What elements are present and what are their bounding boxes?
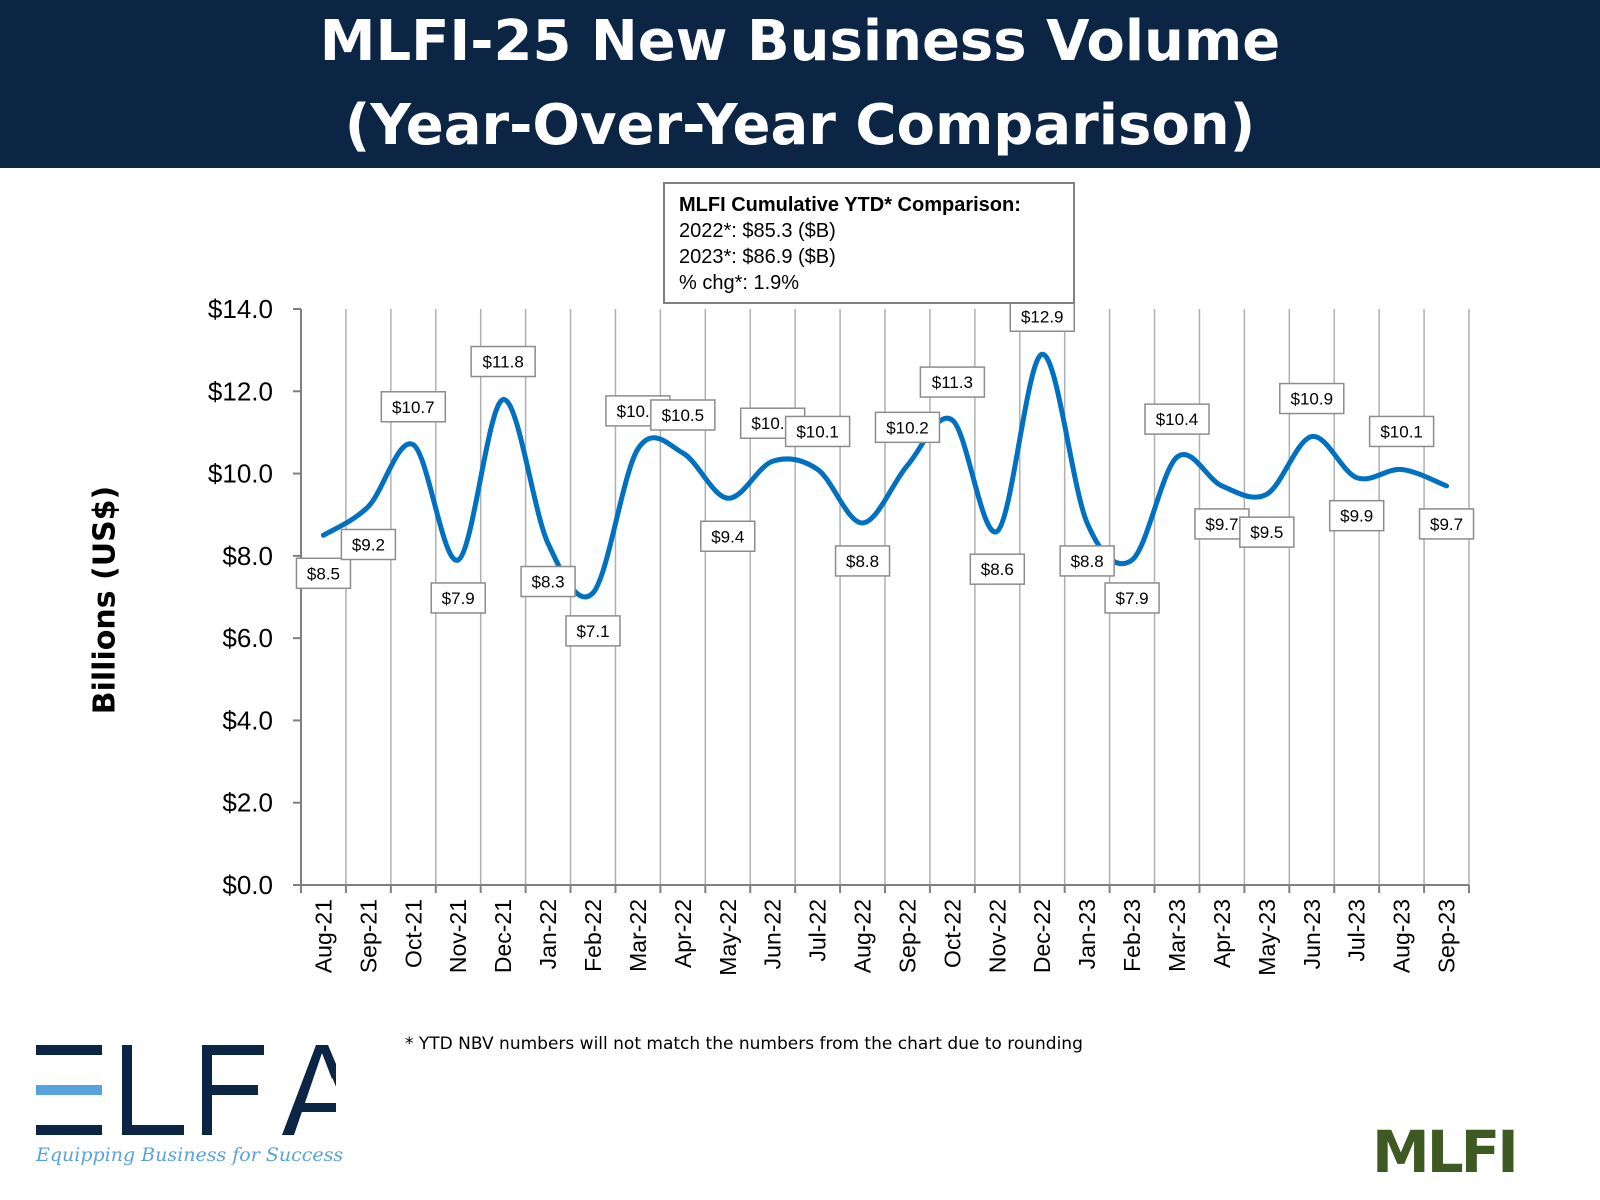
data-label: $8.6 [981,560,1014,579]
title-bar: MLFI-25 New Business Volume (Year-Over-Y… [0,0,1600,168]
elfa-logo [36,1045,366,1150]
x-tick-label: Jun-22 [760,899,786,969]
data-label-box [834,545,891,577]
data-label: $8.8 [846,552,879,571]
data-label-box [919,366,986,398]
title-line-2: (Year-Over-Year Comparison) [344,93,1256,158]
data-label-box [784,415,851,448]
y-tick-label: $14.0 [208,294,273,324]
x-tick-label: Jan-23 [1074,899,1100,969]
data-label-box [565,615,621,647]
data-label-box [1104,582,1160,614]
data-label: $10.5 [662,406,705,425]
data-label: $10.7 [392,398,435,417]
data-label-box [650,399,716,431]
x-tick-label: Sep-21 [355,899,381,973]
data-label: $11.8 [483,353,524,372]
x-tick-label: Sep-23 [1434,899,1460,973]
data-label: $9.5 [1250,523,1283,542]
data-label: $8.5 [307,564,340,583]
data-label: $7.9 [1116,589,1149,608]
title-line-1: MLFI-25 New Business Volume [319,9,1281,74]
data-label-box [340,528,397,561]
x-tick-label: Apr-22 [670,899,696,968]
data-label: $9.7 [1430,515,1463,534]
data-label: $7.9 [442,589,475,608]
data-label-box [1418,508,1475,540]
x-tick-label: Dec-21 [490,899,516,973]
x-tick-label: Jul-22 [805,899,831,962]
x-tick-label: Aug-22 [850,899,876,973]
data-label: $12.9 [1021,307,1064,326]
data-label: $11.3 [932,373,973,392]
data-label-box [874,411,941,444]
ytd-heading: MLFI Cumulative YTD* Comparison: [679,194,1021,216]
data-label: $10.9 [1290,390,1333,409]
ytd-2023: 2023*: $86.9 ($B) [679,246,836,268]
data-label: $8.3 [532,573,565,592]
data-label-box [430,582,486,614]
x-tick-label: Sep-22 [894,899,920,973]
x-tick-label: Jul-23 [1344,899,1370,962]
data-label: $10.2 [886,418,929,437]
x-tick-label: Oct-21 [400,899,426,968]
y-tick-label: $0.0 [222,870,273,900]
elfa-logo-mark [36,1045,366,1135]
x-tick-label: Apr-23 [1209,899,1235,968]
y-tick-label: $12.0 [208,376,273,406]
x-tick-label: Nov-22 [984,899,1010,973]
x-tick-label: Feb-22 [580,899,606,972]
footnote: * YTD NBV numbers will not match the num… [405,1034,1083,1054]
x-tick-label: Dec-22 [1029,899,1055,973]
x-tick-label: Aug-23 [1389,899,1415,973]
data-label: $9.4 [711,527,744,546]
data-label: $10.1 [1380,422,1423,441]
data-label: $9.2 [352,535,385,554]
data-label: $9.9 [1340,507,1373,526]
x-tick-label: Feb-23 [1119,899,1145,972]
data-label-box [1368,415,1435,448]
data-label-box [700,520,756,553]
x-tick-label: Jan-22 [535,899,561,969]
mlfi-logo: MLFI [1372,1118,1519,1186]
series-line [320,351,1450,600]
y-tick-label: $8.0 [222,541,273,571]
data-label-box [1144,403,1210,435]
x-tick-label: Jun-23 [1299,899,1325,969]
ytd-comparison-box: MLFI Cumulative YTD* Comparison: 2022*: … [663,182,1075,304]
data-label-box [470,345,536,378]
x-tick-label: Aug-21 [310,899,336,973]
data-label-box [1279,382,1345,415]
data-label-box [520,565,576,598]
data-label: $10.4 [1156,410,1199,429]
data-label: $9.7 [1205,515,1238,534]
x-tick-label: Mar-22 [625,899,651,972]
data-label-box [969,553,1026,585]
y-tick-label: $2.0 [222,788,273,818]
elfa-tagline: Equipping Business for Success [36,1144,344,1166]
x-tick-label: Mar-23 [1164,899,1190,972]
y-tick-label: $6.0 [222,623,273,653]
data-label-box [1328,499,1385,532]
y-tick-label: $10.0 [208,459,273,489]
x-tick-label: May-23 [1254,899,1280,976]
x-tick-label: Nov-21 [445,899,471,973]
ytd-2022: 2022*: $85.3 ($B) [679,220,836,242]
ytd-pct-change: % chg*: 1.9% [679,272,800,294]
y-tick-label: $4.0 [222,705,273,735]
data-label-box [1059,545,1115,577]
data-label-box [1239,516,1295,548]
data-label: $10.3 [751,414,794,433]
data-label: $10.6 [617,402,660,421]
data-label: $7.1 [576,622,609,641]
data-label-box [295,557,352,590]
x-tick-label: Oct-22 [939,899,965,968]
data-label: $10.1 [796,422,839,441]
data-label-box [380,391,447,423]
data-label: $8.8 [1071,552,1104,571]
x-tick-label: May-22 [715,899,741,976]
